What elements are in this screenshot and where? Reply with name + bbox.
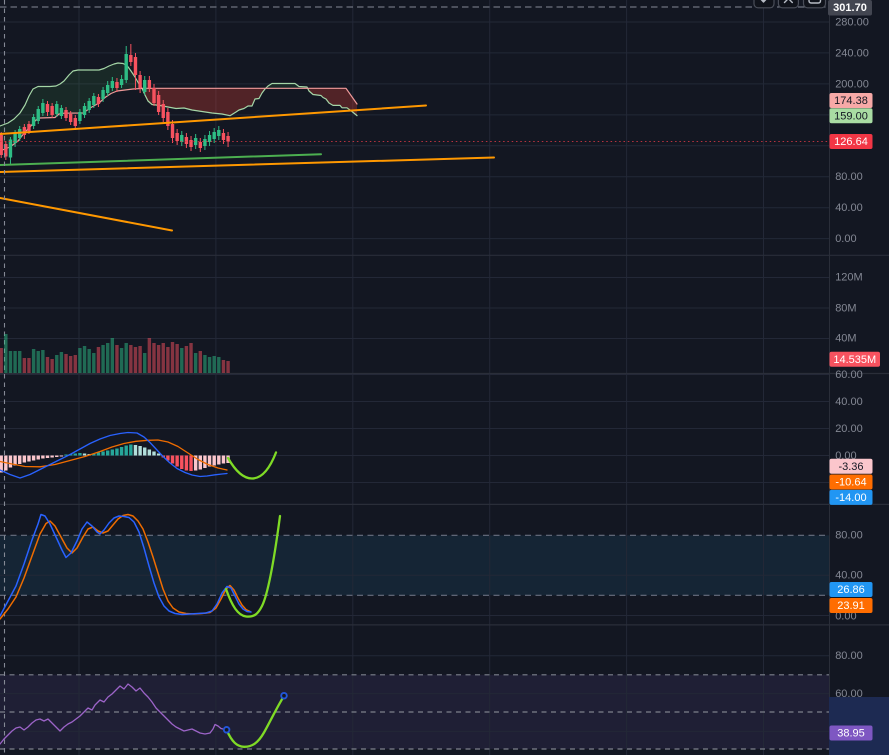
svg-text:280.00: 280.00: [835, 16, 869, 28]
svg-text:40.00: 40.00: [835, 570, 863, 582]
svg-text:126.64: 126.64: [834, 136, 868, 148]
svg-text:80.00: 80.00: [835, 650, 863, 662]
svg-text:-10.64: -10.64: [835, 477, 866, 489]
svg-text:-3.36: -3.36: [838, 461, 863, 473]
svg-text:-14.00: -14.00: [835, 492, 866, 504]
svg-text:120M: 120M: [835, 272, 863, 284]
svg-text:80M: 80M: [835, 302, 856, 314]
svg-text:38.95: 38.95: [837, 728, 865, 740]
svg-text:240.00: 240.00: [835, 47, 869, 59]
svg-text:159.00: 159.00: [834, 111, 868, 123]
svg-text:40.00: 40.00: [835, 202, 863, 214]
svg-text:301.70: 301.70: [833, 2, 867, 14]
svg-text:40.00: 40.00: [835, 396, 863, 408]
svg-text:80.00: 80.00: [835, 171, 863, 183]
svg-text:40M: 40M: [835, 333, 856, 345]
svg-text:80.00: 80.00: [835, 529, 863, 541]
svg-text:26.86: 26.86: [837, 584, 865, 596]
svg-text:60.00: 60.00: [835, 688, 863, 700]
svg-text:23.91: 23.91: [837, 600, 865, 612]
svg-text:0.00: 0.00: [835, 611, 856, 623]
svg-text:60.00: 60.00: [835, 369, 863, 381]
svg-text:20.00: 20.00: [835, 423, 863, 435]
svg-text:0.00: 0.00: [835, 233, 856, 245]
svg-text:174.38: 174.38: [834, 95, 868, 107]
svg-text:200.00: 200.00: [835, 78, 869, 90]
svg-text:14.535M: 14.535M: [833, 354, 876, 366]
